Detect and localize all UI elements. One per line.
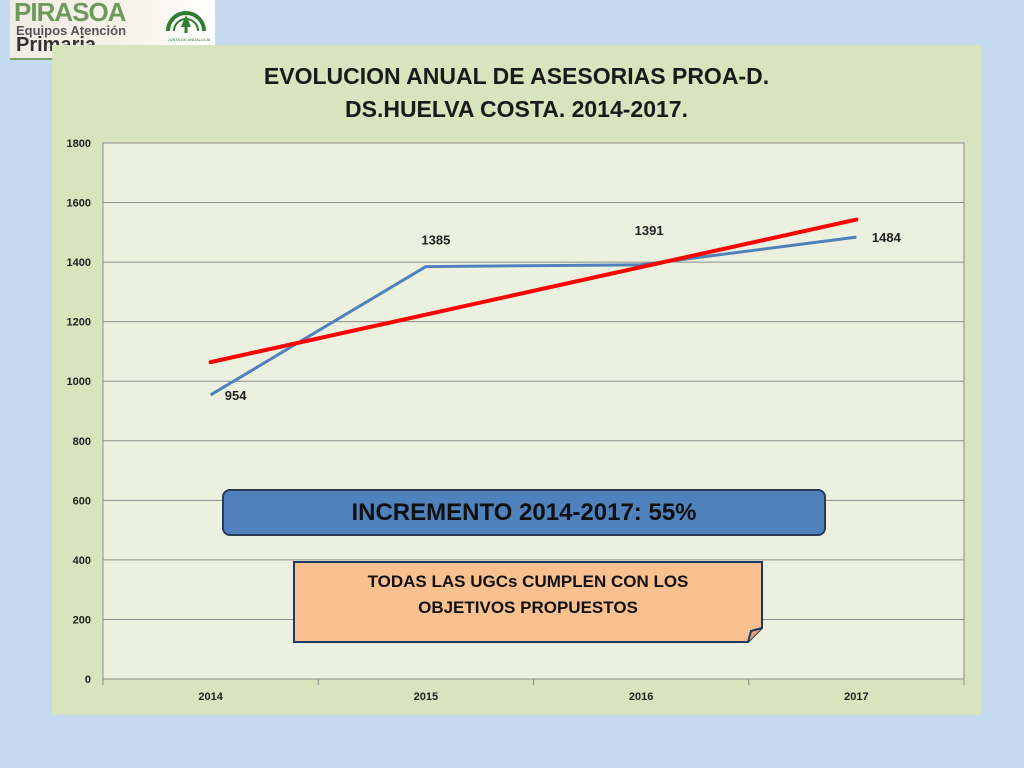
x-tick-label: 2015 [414, 691, 438, 703]
pirasoa-logo: PIRASOA Equipos Atención Primaria JUNTA … [10, 0, 215, 60]
y-tick-label: 200 [73, 614, 91, 626]
y-tick-label: 1600 [67, 198, 91, 210]
note-line-2: OBJETIVOS PROPUESTOS [418, 598, 638, 617]
y-tick-label: 1200 [67, 317, 91, 329]
y-tick-label: 1800 [67, 138, 91, 150]
series-line [209, 235, 857, 397]
y-tick-label: 400 [73, 555, 91, 567]
x-tick-label: 2014 [198, 691, 223, 703]
logo-emblem-text: JUNTA DE ANDALUCIA [167, 37, 211, 42]
data-label: 1385 [421, 233, 450, 248]
increment-callout: INCREMENTO 2014-2017: 55% [222, 489, 826, 536]
chart-title: EVOLUCION ANUAL DE ASESORIAS PROA-D. DS.… [52, 60, 981, 126]
data-label: 954 [225, 388, 247, 403]
x-tick-label: 2017 [844, 691, 868, 703]
x-tick-label: 2016 [629, 691, 653, 703]
data-label: 1484 [872, 230, 902, 245]
chart-title-line-2: DS.HUELVA COSTA. 2014-2017. [345, 96, 688, 122]
logo-subtitle-1: Equipos Atención [16, 23, 127, 38]
trendline [208, 217, 859, 365]
note-line-1: TODAS LAS UGCs CUMPLEN CON LOS [367, 572, 689, 591]
note-shape [293, 561, 763, 643]
y-tick-label: 1400 [67, 257, 91, 269]
data-label: 1391 [635, 223, 664, 238]
y-tick-label: 800 [73, 436, 91, 448]
logo-brand: PIRASOA [14, 0, 126, 27]
y-tick-label: 1000 [67, 376, 91, 388]
chart-title-line-1: EVOLUCION ANUAL DE ASESORIAS PROA-D. [263, 63, 770, 89]
y-tick-label: 600 [73, 495, 91, 507]
junta-andalucia-emblem-icon [166, 11, 206, 33]
y-tick-label: 0 [85, 674, 91, 686]
objectives-note: TODAS LAS UGCs CUMPLEN CON LOS OBJETIVOS… [293, 561, 763, 643]
